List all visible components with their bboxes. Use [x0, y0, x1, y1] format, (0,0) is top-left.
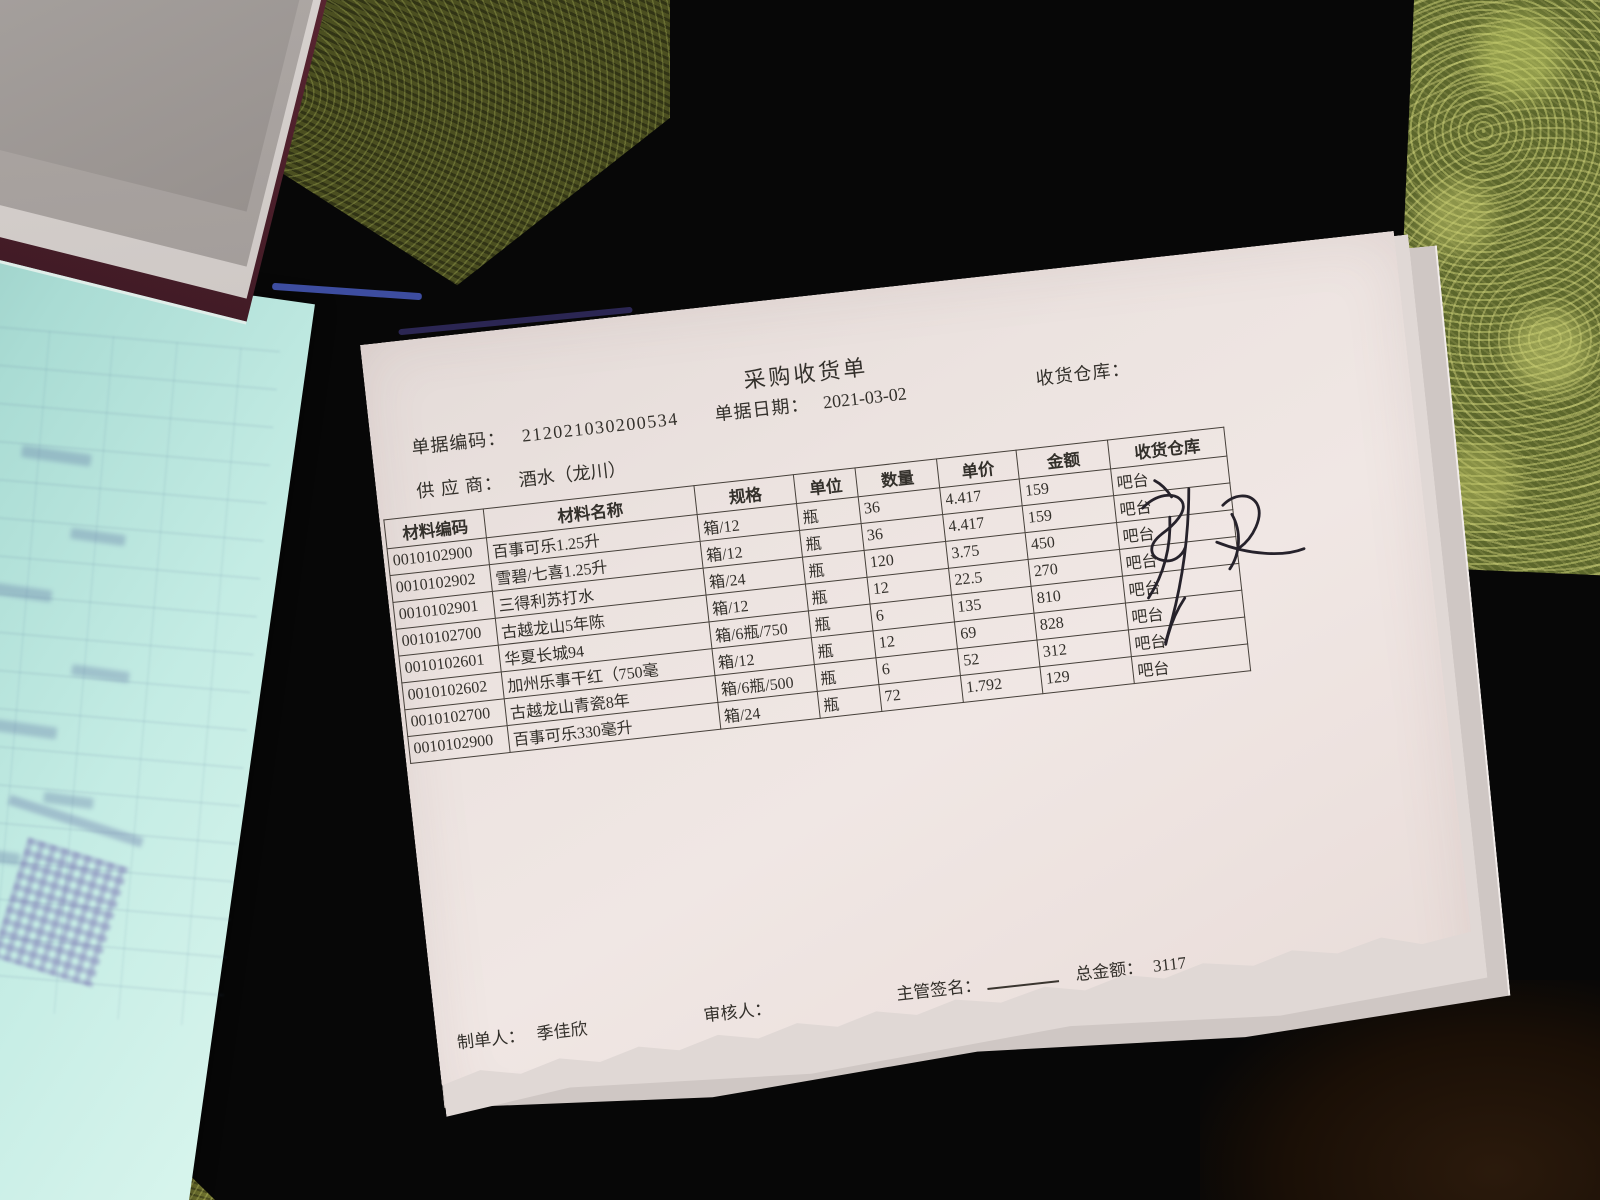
signature-line: [986, 966, 1059, 990]
table-cell: 瓶: [817, 685, 882, 719]
warehouse-label: 收货仓库：: [1034, 358, 1132, 389]
supplier-label: 供 应 商：: [415, 472, 505, 502]
maker-label: 制单人：: [456, 1026, 526, 1053]
supervisor-label: 主管签名：: [895, 975, 983, 1004]
maker-value: 季佳欣: [535, 1019, 589, 1044]
supplier-value: 酒水（龙川）: [517, 458, 628, 491]
reviewer-field: 审核人：: [702, 994, 772, 1026]
maker-field: 制单人： 季佳欣: [456, 1014, 589, 1053]
doc-date-label: 单据日期：: [713, 394, 811, 425]
receipt-sheet: 采购收货单 单据编码： 212021030200534 单据日期： 2021-03-…: [360, 231, 1480, 1130]
reviewer-label: 审核人：: [702, 998, 773, 1026]
doc-no-label: 单据编码：: [410, 427, 508, 458]
blue-binding-strip: [271, 282, 423, 301]
handwritten-signature: [1067, 427, 1372, 696]
doc-date-value: 2021-03-02: [822, 383, 908, 413]
cyan-carbon-page: [0, 232, 315, 1200]
